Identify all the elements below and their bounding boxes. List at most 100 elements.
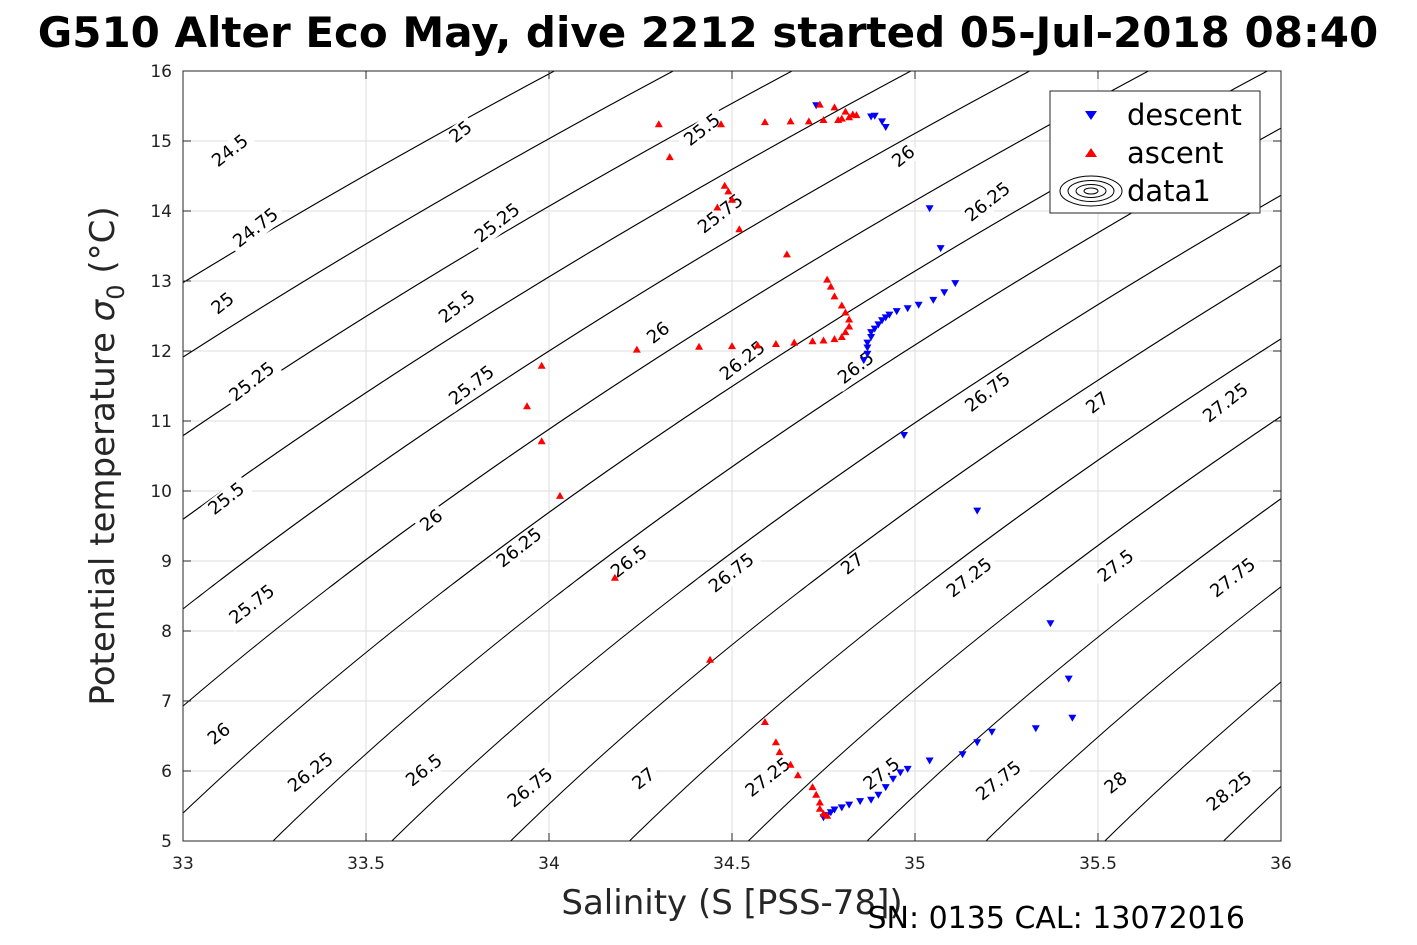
y-tick-label: 13 bbox=[150, 272, 172, 292]
ascent-point bbox=[804, 117, 813, 125]
contour-line-26-75 bbox=[509, 264, 1281, 841]
contour-label-halo bbox=[702, 547, 762, 601]
descent-point bbox=[929, 296, 938, 304]
descent-point bbox=[987, 728, 996, 736]
contour-label-halo bbox=[467, 197, 528, 251]
ascent-point bbox=[632, 345, 641, 353]
descent-point bbox=[867, 796, 876, 804]
descent-point bbox=[1031, 725, 1040, 733]
ascent-point bbox=[724, 187, 733, 195]
contour-label-halo bbox=[442, 359, 503, 413]
ascent-point bbox=[753, 341, 762, 349]
descent-point bbox=[830, 806, 839, 814]
ascent-point bbox=[771, 340, 780, 347]
descent-point bbox=[951, 280, 960, 288]
contour-label-halo bbox=[626, 762, 662, 797]
contour-label-halo bbox=[603, 539, 656, 586]
descent-point bbox=[859, 357, 868, 365]
contour-label-halo bbox=[691, 187, 751, 242]
contour-label-halo bbox=[1196, 376, 1257, 431]
descent-point bbox=[878, 118, 887, 126]
descent-point bbox=[863, 344, 872, 352]
legend-descent-marker bbox=[1085, 111, 1097, 120]
ascent-point bbox=[537, 361, 546, 369]
descent-point bbox=[881, 124, 890, 131]
ascent-point bbox=[760, 118, 769, 126]
ascent-point bbox=[819, 336, 828, 344]
descent-point bbox=[881, 314, 890, 322]
chart-title: G510 Alter Eco May, dive 2212 started 05… bbox=[38, 8, 1378, 57]
contour-label-halo bbox=[1090, 543, 1143, 590]
y-axis-label-unit: (°C) bbox=[83, 206, 123, 284]
descent-point bbox=[936, 245, 945, 253]
x-axis-label: Salinity (S [PSS-78]) bbox=[561, 883, 902, 923]
ascent-point bbox=[790, 338, 799, 346]
descent-point bbox=[889, 775, 898, 783]
contour-label-halo bbox=[1080, 386, 1116, 421]
descent-point bbox=[896, 769, 905, 777]
descent-point bbox=[878, 317, 887, 325]
descent-point bbox=[914, 301, 923, 309]
contour-label-halo bbox=[830, 345, 883, 392]
ascent-point bbox=[834, 116, 843, 123]
x-tick-label: 34.5 bbox=[713, 854, 751, 874]
ascent-point bbox=[815, 804, 824, 812]
y-tick-label: 9 bbox=[161, 552, 172, 572]
contour-label-halo bbox=[431, 284, 484, 331]
series-ascent bbox=[523, 100, 861, 819]
descent-point bbox=[867, 113, 876, 121]
ascent-point bbox=[823, 275, 832, 283]
ascent-point bbox=[845, 113, 854, 121]
ascent-point bbox=[793, 771, 802, 779]
contour-label-halo bbox=[1098, 766, 1134, 801]
contour-line-25 bbox=[183, 71, 794, 437]
descent-point bbox=[874, 321, 883, 329]
y-tick-label: 16 bbox=[150, 62, 172, 82]
legend[interactable]: descent ascent data1 bbox=[1049, 90, 1261, 214]
descent-point bbox=[845, 801, 854, 809]
ascent-point bbox=[819, 116, 828, 123]
ascent-point bbox=[706, 655, 715, 663]
ascent-point bbox=[786, 117, 795, 125]
ascent-point bbox=[713, 203, 722, 211]
contour-label-halo bbox=[856, 751, 908, 798]
y-axis-label-main: Potential temperature bbox=[83, 321, 123, 705]
serial-calibration-footer: SN: 0135 CAL: 13072016 bbox=[867, 901, 1245, 936]
contour-label-halo bbox=[835, 547, 871, 582]
ascent-point bbox=[845, 315, 854, 323]
y-axis-label-subscript: 0 bbox=[102, 284, 130, 299]
descent-point bbox=[940, 289, 949, 297]
contour-label-halo bbox=[281, 746, 342, 800]
contour-line-27-25 bbox=[747, 415, 1281, 841]
ascent-point bbox=[720, 181, 729, 189]
y-axis-label-sigma: σ bbox=[83, 298, 123, 321]
ascent-point bbox=[837, 333, 846, 340]
ascent-point bbox=[775, 748, 784, 756]
descent-point bbox=[973, 507, 982, 515]
ascent-point bbox=[695, 342, 704, 350]
contour-label-halo bbox=[500, 761, 561, 816]
x-tick-label: 35.5 bbox=[1079, 854, 1117, 874]
contour-line-28 bbox=[1104, 681, 1281, 841]
contour-label-halo bbox=[489, 521, 550, 575]
ascent-point bbox=[841, 328, 850, 336]
ascent-point bbox=[841, 308, 850, 316]
ascent-point bbox=[841, 107, 850, 115]
contour-label-halo bbox=[1199, 765, 1260, 819]
legend-contour-icon bbox=[1059, 175, 1123, 207]
contour-line-24-75 bbox=[183, 71, 675, 358]
contour-label-halo bbox=[969, 754, 1030, 809]
ascent-point bbox=[728, 342, 736, 350]
ascent-point bbox=[845, 322, 854, 330]
contour-line-24-5 bbox=[183, 71, 556, 284]
ascent-point bbox=[555, 491, 564, 499]
ascent-point bbox=[808, 783, 817, 791]
descent-point bbox=[874, 791, 883, 799]
ascent-point bbox=[717, 120, 726, 128]
data-points bbox=[523, 100, 1077, 822]
descent-point bbox=[881, 784, 890, 792]
legend-ascent-marker bbox=[1085, 148, 1097, 157]
ascent-point bbox=[815, 100, 824, 108]
contour-line-26-5 bbox=[391, 194, 1281, 841]
